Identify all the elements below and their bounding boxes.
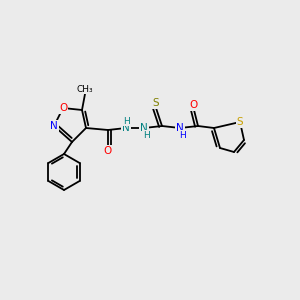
Text: N: N	[176, 123, 184, 133]
Text: N: N	[140, 123, 148, 133]
Text: H: H	[178, 130, 185, 140]
Text: CH₃: CH₃	[77, 85, 93, 94]
Text: N: N	[122, 123, 130, 133]
Text: N: N	[50, 121, 58, 131]
Text: H: H	[124, 116, 130, 125]
Text: O: O	[190, 100, 198, 110]
Text: O: O	[59, 103, 67, 113]
Text: O: O	[104, 146, 112, 156]
Text: S: S	[237, 117, 243, 127]
Text: S: S	[153, 98, 159, 108]
Text: H: H	[142, 130, 149, 140]
